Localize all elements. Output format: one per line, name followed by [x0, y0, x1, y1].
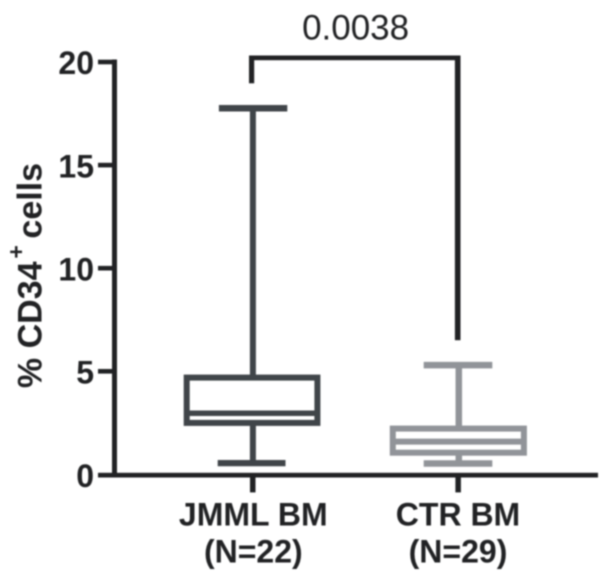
svg-text:CTR BM: CTR BM	[396, 496, 520, 532]
svg-text:(N=29): (N=29)	[409, 534, 508, 570]
svg-text:20: 20	[58, 45, 94, 81]
svg-text:10: 10	[58, 252, 94, 288]
svg-text:15: 15	[58, 148, 94, 184]
svg-text:(N=22): (N=22)	[204, 534, 303, 570]
svg-text:% CD34+ cells: % CD34+ cells	[3, 163, 50, 388]
svg-text:0.0038: 0.0038	[302, 8, 409, 47]
svg-text:0: 0	[76, 458, 94, 494]
svg-text:JMML BM: JMML BM	[179, 496, 328, 532]
svg-text:5: 5	[76, 355, 94, 391]
